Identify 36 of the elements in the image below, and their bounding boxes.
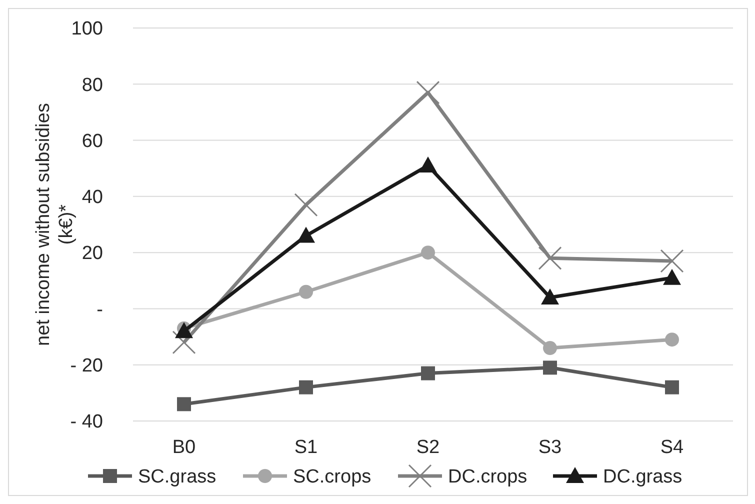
point bbox=[665, 380, 679, 394]
point bbox=[419, 156, 437, 173]
x-tick-label: S3 bbox=[538, 437, 562, 458]
x-tick-label: B0 bbox=[172, 437, 196, 458]
legend-label: SC.grass bbox=[138, 466, 216, 488]
point bbox=[665, 332, 679, 347]
legend-label: DC.grass bbox=[603, 466, 682, 488]
point bbox=[297, 226, 315, 243]
x-tick-label: S4 bbox=[660, 437, 684, 458]
point bbox=[177, 397, 191, 412]
y-tick-label: 20 bbox=[82, 243, 103, 264]
point bbox=[175, 322, 193, 338]
y-tick-label: - 40 bbox=[70, 412, 103, 433]
point bbox=[660, 249, 684, 273]
y-tick-label: 80 bbox=[82, 74, 103, 96]
point bbox=[541, 288, 559, 304]
y-tick-label: 60 bbox=[82, 130, 103, 152]
legend-label: DC.crops bbox=[448, 466, 528, 488]
point bbox=[294, 193, 318, 217]
y-tick-label: 100 bbox=[71, 18, 103, 40]
point bbox=[543, 341, 557, 356]
y-axis-title: net income without subsidies (k€)* bbox=[33, 103, 77, 346]
point bbox=[538, 246, 562, 270]
point bbox=[421, 246, 435, 260]
point bbox=[543, 360, 557, 375]
point bbox=[299, 284, 313, 299]
x-tick-label: S1 bbox=[294, 437, 318, 458]
x-tick-label: S2 bbox=[416, 437, 440, 458]
y-tick-label: - bbox=[96, 299, 103, 320]
point bbox=[299, 380, 313, 394]
legend-label: SC.crops bbox=[293, 466, 372, 488]
y-tick-label: - 20 bbox=[70, 356, 103, 377]
point bbox=[421, 366, 435, 380]
y-tick-label: 40 bbox=[82, 187, 103, 208]
point bbox=[663, 268, 681, 285]
point bbox=[416, 80, 440, 104]
